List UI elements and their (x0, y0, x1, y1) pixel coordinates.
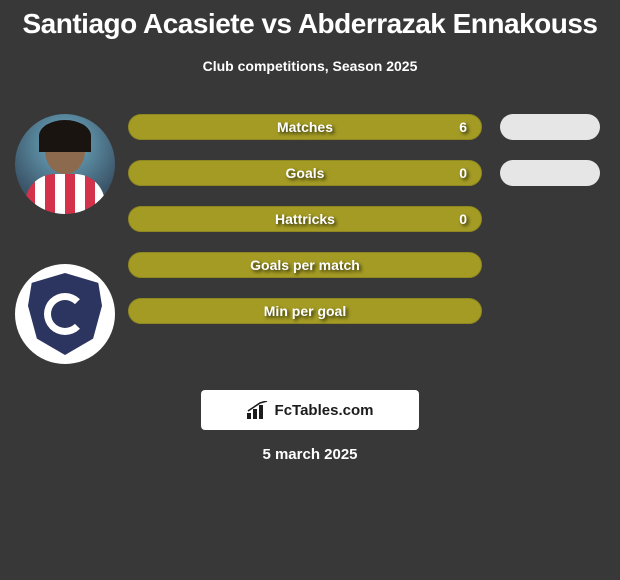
stat-label: Min per goal (264, 303, 346, 319)
comparison-title: Santiago Acasiete vs Abderrazak Ennakous… (0, 0, 620, 40)
right-pill-column (490, 114, 610, 364)
content-area: Matches 6 Goals 0 Hattricks 0 Goals per match M… (0, 114, 620, 364)
player-column (10, 114, 120, 364)
comparison-pill (500, 160, 600, 186)
club-badge (15, 264, 115, 364)
stat-label: Matches (277, 119, 333, 135)
stats-column: Matches 6 Goals 0 Hattricks 0 Goals per match M… (120, 114, 490, 364)
stat-label: Goals per match (250, 257, 360, 273)
stat-row: Goals per match (128, 252, 482, 278)
stat-label: Hattricks (275, 211, 335, 227)
brand-chart-icon (247, 401, 269, 419)
player-avatar (15, 114, 115, 214)
comparison-date: 5 march 2025 (0, 446, 620, 463)
stat-row: Min per goal (128, 298, 482, 324)
stat-value: 0 (459, 165, 467, 181)
stat-value: 0 (459, 211, 467, 227)
stat-label: Goals (286, 165, 325, 181)
brand-badge: FcTables.com (201, 390, 419, 430)
comparison-subtitle: Club competitions, Season 2025 (0, 58, 620, 74)
stat-value: 6 (459, 119, 467, 135)
stat-row: Matches 6 (128, 114, 482, 140)
comparison-pill (500, 114, 600, 140)
brand-text: FcTables.com (275, 402, 374, 419)
stat-row: Goals 0 (128, 160, 482, 186)
stat-row: Hattricks 0 (128, 206, 482, 232)
